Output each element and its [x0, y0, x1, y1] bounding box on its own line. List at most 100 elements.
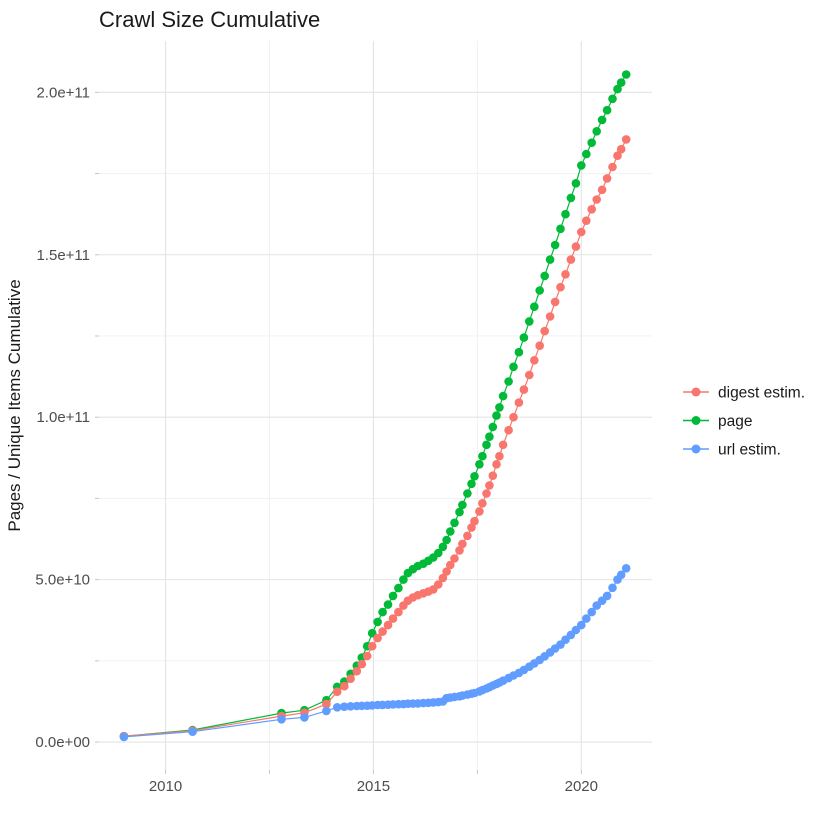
- data-point-url-estim: [119, 732, 129, 742]
- data-point-page: [587, 138, 596, 147]
- data-point-digest-estim: [346, 674, 355, 683]
- data-point-page: [438, 542, 448, 552]
- data-point-digest-estim: [514, 398, 524, 407]
- data-point-page: [582, 149, 591, 159]
- y-tick-label: 2.0e+11: [36, 84, 90, 101]
- data-point-digest-estim: [450, 554, 459, 563]
- data-point-digest-estim: [470, 516, 479, 526]
- legend-key-point-page: [691, 416, 701, 425]
- data-point-digest-estim: [383, 620, 393, 630]
- data-point-page: [608, 94, 617, 104]
- data-point-page: [550, 240, 560, 250]
- data-point-page: [478, 451, 487, 461]
- data-point-page: [455, 507, 464, 517]
- data-point-digest-estim: [504, 425, 513, 435]
- data-point-page: [446, 527, 455, 536]
- data-point-digest-estim: [492, 460, 501, 469]
- data-point-page: [540, 271, 549, 281]
- data-point-digest-estim: [482, 489, 491, 498]
- data-point-page: [525, 317, 534, 326]
- data-point-page: [561, 209, 570, 219]
- data-point-url-estim: [582, 614, 591, 623]
- data-point-page: [399, 575, 408, 584]
- data-point-url-estim: [188, 727, 197, 736]
- data-point-digest-estim: [458, 539, 467, 549]
- data-point-url-estim: [340, 702, 349, 711]
- data-point-page: [519, 333, 529, 342]
- data-point-digest-estim: [340, 681, 349, 691]
- data-point-digest-estim: [613, 151, 622, 160]
- data-point-page: [535, 286, 544, 295]
- data-point-digest-estim: [592, 195, 601, 204]
- data-point-url-estim: [621, 564, 631, 573]
- data-point-page: [434, 548, 443, 558]
- data-point-digest-estim: [352, 666, 362, 676]
- data-point-page: [442, 535, 451, 545]
- data-point-digest-estim: [463, 531, 472, 541]
- data-point-digest-estim: [495, 451, 504, 461]
- data-point-digest-estim: [442, 567, 451, 576]
- data-point-page: [482, 440, 491, 450]
- legend-key-point-url: [691, 444, 701, 454]
- data-point-page: [556, 224, 565, 234]
- data-point-digest-estim: [582, 216, 591, 225]
- data-point-page: [470, 472, 479, 481]
- legend-label-digest: digest estim.: [718, 385, 805, 402]
- axis-tick-labels: 2010 2015 2020 0.0e+00 5.0e+10 1.0e+11 1.5e+11…: [35, 84, 598, 795]
- data-point-url-estim: [602, 591, 612, 601]
- data-point-digest-estim: [519, 385, 529, 394]
- data-point-digest-estim: [388, 614, 398, 623]
- data-point-digest-estim: [367, 641, 377, 651]
- data-point-page: [458, 500, 467, 510]
- data-point-url-estim: [577, 620, 586, 630]
- data-point-digest-estim: [571, 242, 581, 251]
- data-point-page: [394, 583, 403, 593]
- data-point-page: [616, 78, 626, 87]
- data-point-digest-estim: [602, 174, 612, 183]
- data-point-digest-estim: [394, 607, 403, 617]
- data-point-page: [492, 411, 501, 420]
- data-point-digest-estim: [621, 135, 631, 144]
- x-tick-label: 2010: [149, 778, 182, 795]
- data-point-page: [509, 362, 518, 372]
- data-point-page: [475, 460, 484, 469]
- data-point-page: [602, 105, 612, 115]
- data-point-digest-estim: [446, 560, 455, 570]
- data-point-digest-estim: [608, 162, 617, 172]
- data-point-page: [592, 127, 601, 136]
- data-point-page: [495, 403, 504, 412]
- data-point-page: [388, 591, 398, 601]
- legend-key-point-digest: [691, 387, 701, 397]
- y-tick-label: 0.0e+00: [35, 734, 90, 751]
- data-point-page: [488, 422, 498, 432]
- data-point-digest-estim: [373, 633, 382, 643]
- data-point-digest-estim: [485, 481, 494, 490]
- data-point-page: [566, 193, 576, 203]
- data-point-digest-estim: [362, 651, 372, 661]
- data-point-url-estim: [332, 703, 342, 712]
- x-tick-label: 2020: [565, 778, 598, 795]
- data-point-digest-estim: [566, 255, 576, 264]
- data-point-digest-estim: [525, 370, 534, 380]
- data-point-digest-estim: [467, 523, 476, 532]
- data-point-digest-estim: [498, 440, 508, 450]
- legend-item-page: page: [683, 413, 752, 430]
- data-point-page: [463, 489, 472, 498]
- data-point-digest-estim: [488, 471, 498, 481]
- data-point-digest-estim: [530, 356, 539, 365]
- data-point-digest-estim: [556, 282, 565, 292]
- data-point-digest-estim: [332, 687, 342, 696]
- data-point-digest-estim: [550, 297, 560, 307]
- y-axis-title: Pages / Unique Items Cumulative: [5, 279, 24, 531]
- data-point-url-estim: [587, 607, 596, 617]
- data-point-page: [383, 600, 393, 609]
- chart-title: Crawl Size Cumulative: [99, 7, 320, 32]
- data-point-digest-estim: [357, 659, 367, 669]
- legend-item-digest-estim: digest estim.: [683, 385, 805, 402]
- data-point-digest-estim: [322, 699, 331, 709]
- data-point-page: [621, 70, 631, 79]
- data-point-url-estim: [346, 702, 355, 711]
- data-point-digest-estim: [535, 341, 544, 351]
